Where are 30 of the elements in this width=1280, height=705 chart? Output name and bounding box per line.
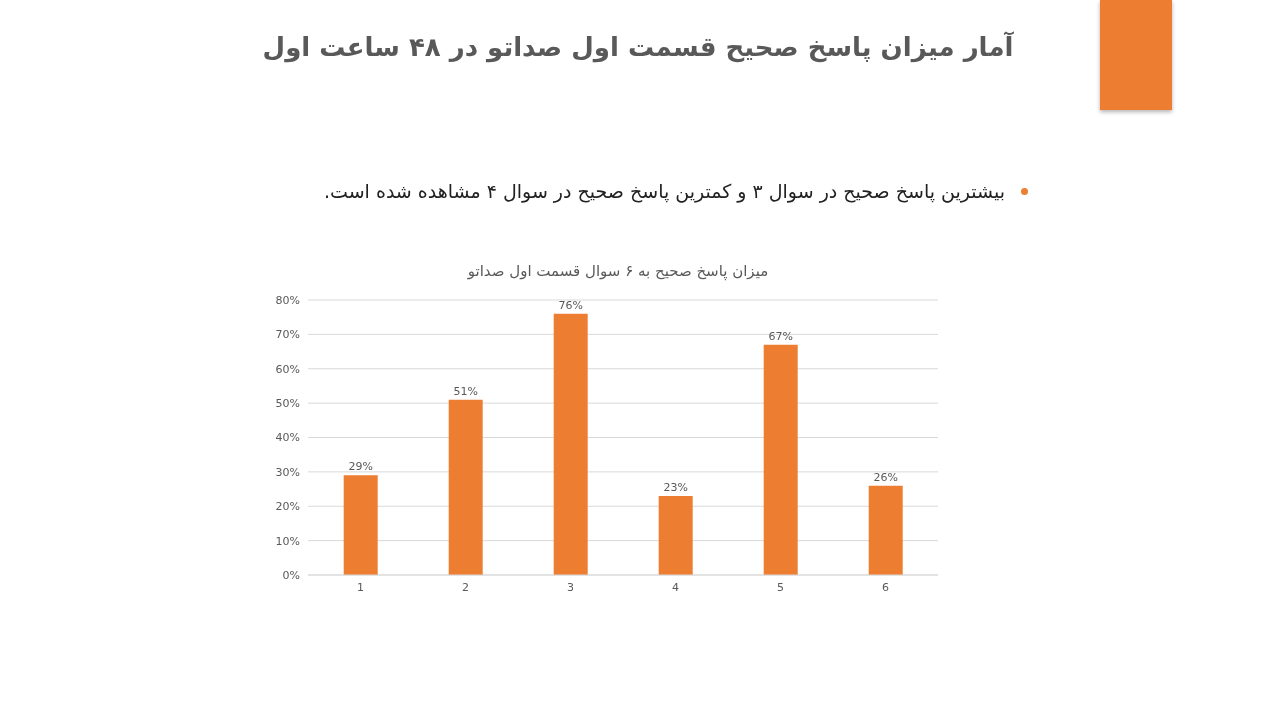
y-tick-label: 20% [275,500,300,514]
x-tick-label: 5 [777,580,784,594]
x-tick-label: 6 [882,580,889,594]
text: آمار میزان پاسخ صحیح قسمت اول صداتو در ۴۸ ساعت اول [261,32,1015,62]
data-label: 51% [453,384,478,398]
chart-title: میزان پاسخ صحیح به ۶ سوال قسمت اول صداتو [466,262,770,280]
bar [868,485,903,575]
x-tick-label: 2 [462,580,469,594]
y-tick-label: 40% [275,431,300,445]
y-tick-label: 60% [275,362,300,376]
y-tick-label: 30% [275,465,300,479]
y-tick-label: 80% [275,293,300,307]
y-tick-label: 10% [275,534,300,548]
bar [763,344,798,575]
y-tick-label: 70% [275,328,300,342]
data-label: 26% [873,470,898,484]
bar [658,495,693,575]
bar [343,475,378,575]
y-tick-label: 0% [282,568,300,582]
data-label: 76% [558,298,583,312]
data-label: 23% [663,480,688,494]
y-tick-label: 50% [275,397,300,411]
text: بیشترین پاسخ صحیح در سوال ۳ و کمترین پاسخ صحیح در سوال ۴ مشاهده شده است. [324,180,1005,202]
x-tick-label: 1 [357,580,364,594]
x-tick-label: 3 [567,580,574,594]
x-tick-label: 4 [672,580,679,594]
bar [553,313,588,575]
data-label: 67% [768,329,793,343]
bar [448,399,483,575]
data-label: 29% [348,460,373,474]
